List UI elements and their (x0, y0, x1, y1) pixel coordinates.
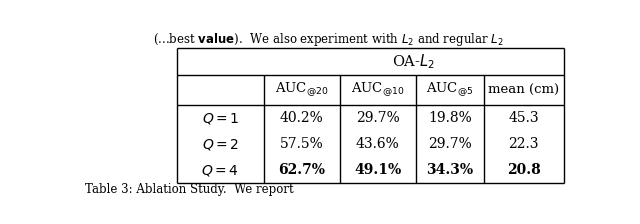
Text: AUC$_{@10}$: AUC$_{@10}$ (351, 81, 404, 99)
Text: 22.3: 22.3 (509, 137, 539, 151)
Text: 62.7%: 62.7% (278, 163, 325, 177)
Text: (...best $\mathbf{value}$).  We also experiment with $L_2$ and regular $L_2$: (...best $\mathbf{value}$). We also expe… (153, 31, 503, 48)
Text: 57.5%: 57.5% (280, 137, 324, 151)
Text: OA-$L_2$: OA-$L_2$ (392, 53, 435, 71)
Text: $Q = 1$: $Q = 1$ (202, 111, 239, 126)
Text: Table 3: Ablation Study.  We report: Table 3: Ablation Study. We report (85, 183, 294, 196)
Text: 43.6%: 43.6% (356, 137, 399, 151)
Text: 49.1%: 49.1% (354, 163, 401, 177)
Text: AUC$_{@20}$: AUC$_{@20}$ (275, 81, 328, 99)
Text: AUC$_{@5}$: AUC$_{@5}$ (426, 81, 474, 99)
Text: $Q = 2$: $Q = 2$ (202, 137, 239, 152)
Text: 34.3%: 34.3% (426, 163, 474, 177)
Text: 19.8%: 19.8% (428, 111, 472, 125)
Text: $Q = 4$: $Q = 4$ (202, 163, 239, 178)
Text: 29.7%: 29.7% (428, 137, 472, 151)
Text: mean (cm): mean (cm) (488, 84, 559, 97)
Text: 20.8: 20.8 (507, 163, 541, 177)
Text: 29.7%: 29.7% (356, 111, 399, 125)
Text: 45.3: 45.3 (508, 111, 539, 125)
Text: 40.2%: 40.2% (280, 111, 324, 125)
